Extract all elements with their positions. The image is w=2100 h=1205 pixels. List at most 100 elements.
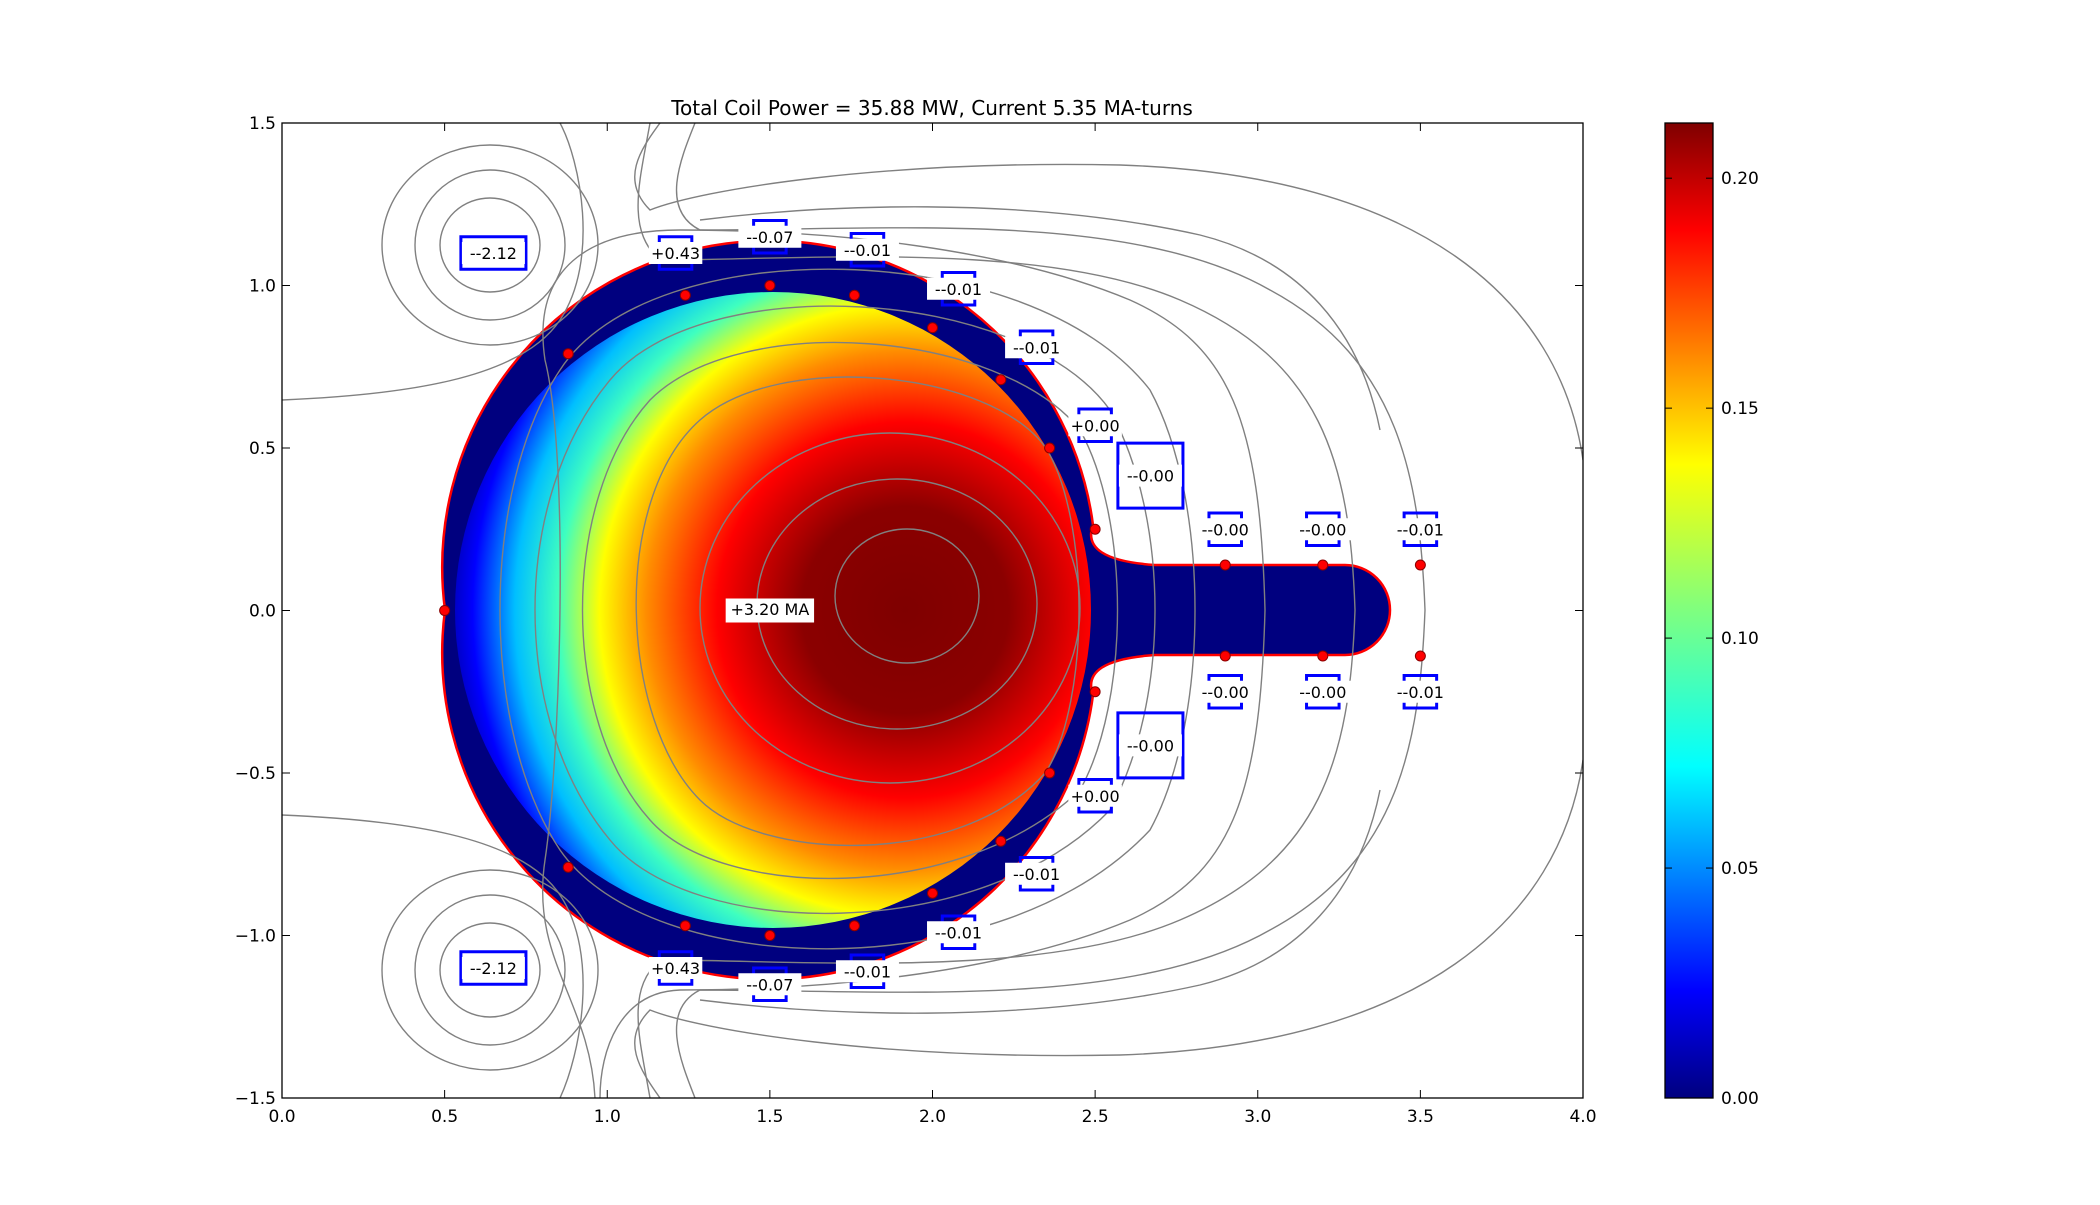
coil: --2.12 — [459, 235, 528, 271]
x-tick-label: 4.0 — [1569, 1107, 1596, 1127]
coil: --0.00 — [1291, 511, 1355, 547]
x-tick-label: 0.5 — [431, 1107, 458, 1127]
contour-line — [414, 894, 566, 1046]
x-tick-label: 3.5 — [1407, 1107, 1434, 1127]
colorbar-tick-label: 0.05 — [1721, 859, 1759, 879]
coil: --0.00 — [1116, 441, 1185, 510]
coil: +0.43 — [648, 950, 703, 986]
coil-label-bg — [1388, 680, 1452, 703]
coil-label: --2.12 — [470, 959, 517, 978]
coil-label-bg — [927, 277, 991, 300]
probe-marker — [679, 289, 691, 301]
contour-line — [381, 869, 599, 1071]
contour-line — [634, 759, 1583, 1098]
contour-line — [439, 922, 541, 1018]
colorbar: 0.00 0.05 0.10 0.15 0.20 — [1664, 122, 1759, 1109]
coil-label: +0.43 — [651, 244, 700, 263]
coil-label: +0.00 — [1071, 416, 1120, 435]
contour-line — [675, 123, 1426, 1098]
coil-label-bg — [1193, 680, 1257, 703]
coil: --0.01 — [927, 914, 991, 950]
coil: --0.07 — [738, 219, 802, 255]
y-axis-ticks: 1.5 1.0 0.5 0.0 −0.5 −1.0 −1.5 — [235, 114, 1583, 1109]
contour-line — [699, 789, 1381, 1014]
contour-line — [439, 197, 541, 293]
coil-label-bg — [1068, 784, 1122, 807]
coil-label: --0.01 — [1397, 683, 1444, 702]
coil-label-bg — [461, 242, 525, 264]
probe-marker — [1219, 650, 1231, 662]
coil-label-bg — [738, 225, 802, 248]
contour-line — [699, 206, 1381, 431]
contour-line — [637, 123, 1356, 1098]
coil: --0.01 — [927, 271, 991, 307]
coil-label: --0.00 — [1127, 736, 1174, 755]
coil: --0.01 — [835, 232, 899, 268]
coil-label: --0.01 — [844, 962, 891, 981]
coil-label: --0.01 — [1013, 338, 1060, 357]
probe-marker — [1414, 559, 1426, 571]
coil-label: --0.07 — [746, 975, 793, 994]
y-tick-label: −1.0 — [235, 927, 276, 947]
coil-label: --0.00 — [1127, 467, 1174, 486]
coil: --2.12 — [459, 950, 528, 986]
coil: --0.01 — [1005, 329, 1069, 365]
colorbar-ticks: 0.00 0.05 0.10 0.15 0.20 — [1665, 169, 1759, 1109]
coil: --0.01 — [1005, 856, 1069, 892]
probe-marker — [1317, 650, 1329, 662]
contour-line — [282, 123, 584, 401]
x-tick-label: 1.5 — [756, 1107, 783, 1127]
contour-line — [834, 528, 980, 664]
coil: --0.00 — [1193, 674, 1257, 710]
coil-label-bg — [461, 957, 525, 979]
x-tick-label: 2.5 — [1082, 1107, 1109, 1127]
colorbar-tick-label: 0.00 — [1721, 1089, 1759, 1109]
contour-line — [414, 169, 566, 321]
colorbar-tick-label: 0.10 — [1721, 629, 1759, 649]
probe-marker — [995, 374, 1007, 386]
coil-label: --0.00 — [1202, 683, 1249, 702]
coil-label-bg — [927, 921, 991, 944]
plasma-current-text: +3.20 MA — [730, 600, 809, 619]
x-tick-label: 1.0 — [594, 1107, 621, 1127]
coil: --0.01 — [835, 953, 899, 989]
coil-box — [459, 235, 528, 271]
probe-marker — [848, 920, 860, 932]
coil: +0.00 — [1068, 778, 1122, 814]
coil-box — [1116, 441, 1185, 510]
colorbar-frame — [1664, 122, 1714, 1099]
contour-line — [534, 305, 1156, 915]
x-axis-ticks: 0.0 0.5 1.0 1.5 2.0 2.5 3.0 3.5 4.0 — [268, 123, 1597, 1127]
coil-label: +0.00 — [1071, 787, 1120, 806]
coil: +0.00 — [1068, 407, 1122, 443]
y-tick-label: 1.5 — [249, 114, 276, 134]
x-tick-label: 0.0 — [268, 1107, 295, 1127]
coil-label: --0.01 — [844, 241, 891, 260]
coil-label-bg — [1005, 862, 1069, 885]
coil-label-bg — [1193, 518, 1257, 541]
coil-label-bg — [1118, 734, 1182, 757]
coil-label: --0.01 — [935, 923, 982, 942]
coil-label: --2.12 — [470, 244, 517, 263]
coil-label: +0.43 — [651, 959, 700, 978]
coil-label-bg — [1118, 464, 1182, 487]
coil-label-bg — [1388, 518, 1452, 541]
y-tick-label: −0.5 — [235, 764, 276, 784]
main-axes: +3.20 MA --2.12 --2.12 +0.43 +0.43 --0.07 --0… — [235, 96, 1597, 1127]
contour-line — [635, 376, 1080, 847]
coil-label-bg — [1005, 336, 1069, 359]
y-tick-label: 0.0 — [249, 602, 276, 622]
coil-label: --0.01 — [1397, 520, 1444, 539]
coil: --0.01 — [1388, 674, 1452, 710]
chart-title: Total Coil Power = 35.88 MW, Current 5.3… — [670, 96, 1193, 120]
contour-line — [699, 432, 1081, 784]
contour-line — [282, 814, 584, 1098]
y-tick-label: 0.5 — [249, 439, 276, 459]
probe-marker — [995, 835, 1007, 847]
coil: --0.01 — [1388, 511, 1452, 547]
coil-box — [459, 950, 528, 986]
coil-label-bg — [648, 957, 703, 979]
x-tick-label: 2.0 — [919, 1107, 946, 1127]
coil-label: --0.01 — [935, 280, 982, 299]
coil: +0.43 — [648, 235, 703, 271]
